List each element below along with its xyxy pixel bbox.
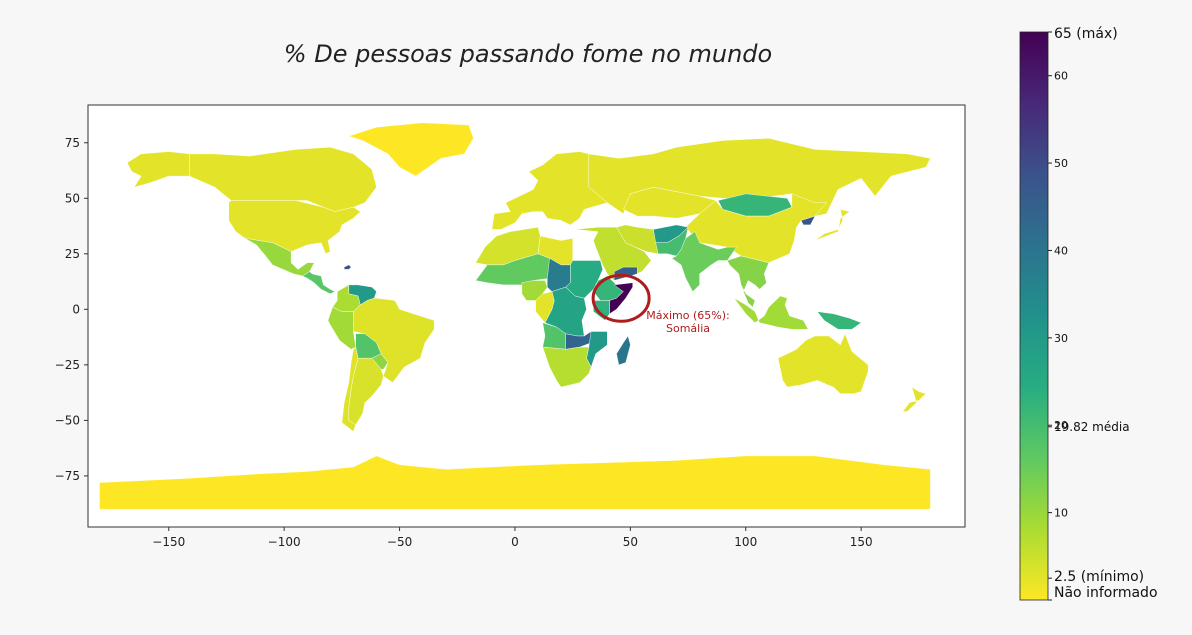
region-paraguay: [371, 353, 389, 370]
colorbar-gradient: [1019, 31, 1049, 601]
x-tick-label: −150: [152, 535, 185, 549]
x-tick-label: −100: [268, 535, 301, 549]
y-tick-label: −25: [55, 358, 80, 372]
x-tick-label: −50: [387, 535, 412, 549]
regions-layer: [99, 122, 931, 510]
region-peru: [327, 306, 356, 350]
colorbar-tick-label: 19.82 média: [1054, 420, 1130, 434]
annotation-layer: Máximo (65%):Somália: [591, 273, 730, 335]
colorbar-tick-label: 65 (máx): [1054, 26, 1118, 42]
maximum-highlight-circle: [591, 273, 651, 323]
colorbar-tick-label: 20: [1054, 419, 1068, 432]
region-india: [671, 231, 737, 292]
region-greenland: [348, 122, 474, 177]
colorbar-tick-label: 60: [1054, 70, 1068, 83]
region-somalia: [609, 282, 633, 315]
x-tick-label: 0: [511, 535, 519, 549]
colorbar-tick-label: Não informado: [1054, 585, 1158, 601]
region-southern-africa: [542, 346, 592, 388]
x-tick-label: 100: [734, 535, 757, 549]
colorbar-tick-label: 30: [1054, 332, 1068, 345]
colorbar: 10 20 30 40 50 60 65 (máx) 19.82 média 2.5 (míni…: [1019, 26, 1158, 601]
axes-layer: −150 −100 −50 0 50 100 150 75 50 25 0 −25 −50 −75: [55, 136, 873, 549]
region-papua-new-guinea: [816, 311, 862, 330]
region-north-korea: [800, 215, 816, 226]
chart-title: % De pessoas passando fome no mundo: [283, 40, 773, 68]
y-tick-label: −75: [55, 469, 80, 483]
region-southeast-asia: [727, 255, 770, 308]
region-australia: [777, 333, 869, 394]
region-haiti: [344, 264, 352, 270]
region-indonesia: [734, 295, 809, 330]
colorbar-tick-label: 2.5 (mínimo): [1054, 569, 1144, 585]
region-nigeria: [521, 280, 548, 301]
region-gabon-congo: [535, 291, 555, 324]
x-tick-label: 150: [850, 535, 873, 549]
region-sudan: [565, 260, 603, 299]
colorbar-tick-label: 50: [1054, 157, 1068, 170]
region-chile: [341, 346, 359, 432]
annotation-line: Máximo (65%):: [646, 309, 729, 322]
region-central-america: [302, 271, 336, 295]
y-tick-label: 50: [65, 191, 80, 205]
y-tick-label: −50: [55, 413, 80, 427]
annotation-line: Somália: [666, 322, 710, 335]
x-tick-label: 50: [623, 535, 638, 549]
colorbar-tick-label: 40: [1054, 244, 1068, 257]
region-new-zealand: [902, 386, 927, 412]
y-tick-label: 0: [72, 302, 80, 316]
y-tick-label: 25: [65, 247, 80, 261]
region-canada: [189, 146, 377, 212]
y-tick-label: 75: [65, 136, 80, 150]
region-alaska: [126, 151, 190, 188]
colorbar-tick-label: 10: [1054, 507, 1068, 520]
region-madagascar: [616, 335, 631, 366]
region-antarctica: [99, 455, 931, 510]
region-japan: [814, 209, 851, 241]
region-kazakhstan: [623, 186, 717, 219]
region-mexico: [244, 238, 315, 277]
